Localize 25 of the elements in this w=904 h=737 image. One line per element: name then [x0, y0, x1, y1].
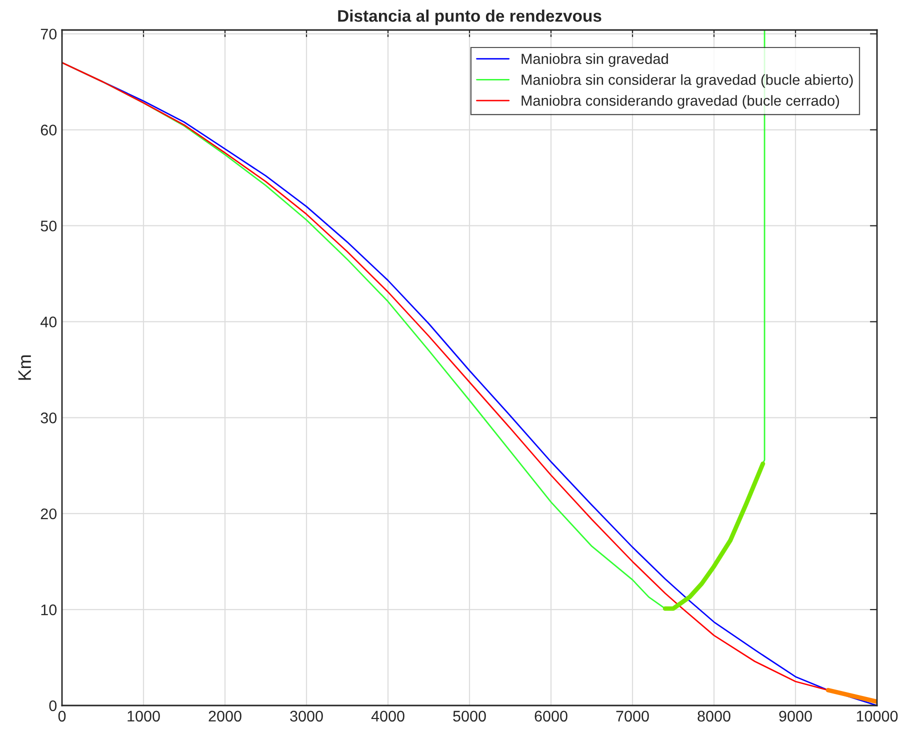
- y-tick-label: 10: [41, 604, 57, 616]
- y-tick-label: 70: [40, 28, 57, 40]
- legend-label: Maniobra considerando gravedad (bucle cerrado): [522, 95, 840, 109]
- legend-label: Maniobra sin gravedad: [522, 53, 668, 67]
- x-tick-label: 0: [58, 710, 66, 722]
- x-tick-label: 2000: [208, 710, 242, 722]
- y-tick-label: 20: [40, 508, 57, 520]
- x-tick-label: 1000: [128, 710, 160, 722]
- line-series: [662, 461, 766, 611]
- x-tick-label: 4000: [371, 710, 404, 722]
- y-tick-label: 0: [49, 700, 57, 712]
- x-tick-label: 9000: [779, 710, 812, 722]
- x-tick-label: 7000: [616, 710, 649, 722]
- y-axis-title: Km: [18, 355, 31, 380]
- chart-title: Distancia al punto de rendezvous: [338, 10, 602, 26]
- x-tick-label: 8000: [698, 710, 730, 722]
- x-tick-label: 10000: [856, 710, 898, 722]
- y-tick-label: 60: [40, 124, 57, 136]
- x-tick-label: 5000: [453, 710, 486, 722]
- y-tick-label: 40: [40, 316, 57, 328]
- x-tick-label: 6000: [534, 710, 568, 722]
- legend-label: Maniobra sin considerar la gravedad (bucle abierto): [522, 74, 853, 88]
- y-tick-label: 50: [40, 220, 57, 232]
- y-tick-label: 30: [40, 412, 57, 424]
- x-tick-label: 3000: [290, 710, 323, 722]
